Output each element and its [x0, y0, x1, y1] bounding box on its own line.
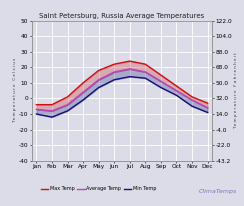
Max Temp — [206, 102, 209, 104]
Average Temp — [97, 78, 100, 81]
Line: Max Temp: Max Temp — [36, 61, 208, 105]
Max Temp — [191, 96, 193, 98]
Min Temp — [128, 75, 131, 78]
Min Temp — [51, 116, 53, 118]
Min Temp — [175, 94, 178, 97]
Min Temp — [144, 77, 147, 80]
Average Temp — [144, 71, 147, 73]
Min Temp — [82, 99, 85, 101]
Line: Min Temp: Min Temp — [36, 77, 208, 117]
Max Temp — [175, 85, 178, 87]
Min Temp — [206, 111, 209, 114]
Line: Average Temp: Average Temp — [36, 69, 208, 111]
Average Temp — [82, 91, 85, 94]
Min Temp — [97, 86, 100, 89]
Average Temp — [66, 103, 69, 106]
Title: Saint Petersburg, Russia Average Temperatures: Saint Petersburg, Russia Average Tempera… — [39, 13, 205, 19]
Average Temp — [206, 107, 209, 109]
Y-axis label: T e m p e r a t u r e   C e l s i u s: T e m p e r a t u r e C e l s i u s — [13, 58, 17, 123]
Average Temp — [51, 110, 53, 112]
Y-axis label: T e m p e r a t u r e   F a h r e n h e i t: T e m p e r a t u r e F a h r e n h e i … — [234, 52, 238, 129]
Max Temp — [97, 69, 100, 72]
Min Temp — [35, 113, 38, 115]
Legend: Max Temp, Average Temp, Min Temp: Max Temp, Average Temp, Min Temp — [39, 184, 158, 193]
Max Temp — [113, 63, 116, 66]
Min Temp — [66, 110, 69, 112]
Min Temp — [191, 105, 193, 108]
Min Temp — [159, 86, 162, 89]
Max Temp — [66, 96, 69, 98]
Max Temp — [35, 103, 38, 106]
Max Temp — [128, 60, 131, 62]
Average Temp — [175, 89, 178, 92]
Text: ClimaTemps: ClimaTemps — [198, 189, 237, 194]
Average Temp — [113, 71, 116, 73]
Max Temp — [159, 74, 162, 76]
Average Temp — [191, 99, 193, 101]
Average Temp — [128, 68, 131, 70]
Max Temp — [82, 82, 85, 84]
Average Temp — [35, 108, 38, 111]
Max Temp — [144, 63, 147, 66]
Average Temp — [159, 80, 162, 83]
Min Temp — [113, 78, 116, 81]
Max Temp — [51, 103, 53, 106]
